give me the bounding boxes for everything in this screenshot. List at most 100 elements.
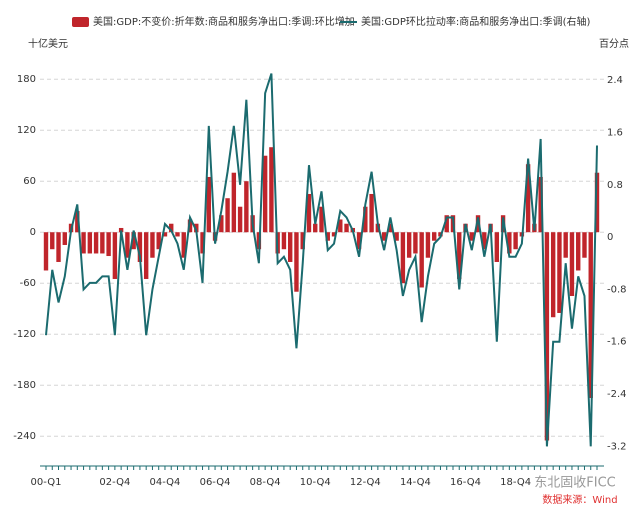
watermark: 东北固收FICC xyxy=(534,476,615,491)
bar xyxy=(118,227,124,233)
bar xyxy=(75,210,80,233)
bar xyxy=(494,232,500,262)
bar xyxy=(112,232,118,279)
bar xyxy=(87,232,93,254)
bar xyxy=(400,232,406,284)
bar xyxy=(594,172,600,233)
y-tick-label: 0 xyxy=(30,227,36,238)
bar xyxy=(325,232,330,241)
bar xyxy=(194,223,199,233)
bar xyxy=(544,232,550,441)
bar xyxy=(444,215,449,233)
bar xyxy=(294,232,299,292)
bar xyxy=(306,193,312,233)
bar xyxy=(81,232,86,254)
source: 数据来源：Wind xyxy=(542,493,617,506)
x-tick-label: 06-Q4 xyxy=(200,477,231,488)
bar xyxy=(425,232,431,258)
bar xyxy=(287,232,293,262)
bar xyxy=(419,232,424,288)
bar xyxy=(156,232,161,250)
bar xyxy=(225,198,230,233)
bar xyxy=(244,181,249,233)
bar xyxy=(50,232,55,250)
x-tick-label: 16-Q4 xyxy=(450,477,481,488)
bar xyxy=(331,232,337,237)
bar xyxy=(200,232,205,254)
line xyxy=(45,73,598,447)
bar xyxy=(369,193,374,233)
bar xyxy=(482,232,487,250)
y-tick-label: 180 xyxy=(17,74,36,85)
bar xyxy=(162,232,168,237)
y-tick-label: 60 xyxy=(23,176,36,187)
bar xyxy=(507,232,512,254)
bar xyxy=(281,232,287,250)
y2-tick-label: -2.4 xyxy=(607,389,627,400)
bar xyxy=(100,232,105,254)
y2-axis-label: 百分点 xyxy=(599,38,629,50)
bar xyxy=(569,232,575,296)
y-tick-label: -180 xyxy=(13,380,36,391)
legend-swatch xyxy=(72,17,89,27)
bar xyxy=(588,232,593,398)
x-tick-label: 12-Q4 xyxy=(350,477,381,488)
bar xyxy=(43,232,49,271)
bar xyxy=(413,232,418,254)
bar xyxy=(313,223,318,233)
x-tick-label: 14-Q4 xyxy=(400,477,431,488)
x-tick-label: 02-Q4 xyxy=(99,477,130,488)
bar xyxy=(457,232,462,279)
legend-label: 美国:GDP:不变价:折年数:商品和服务净出口:季调:环比增加 xyxy=(93,15,355,28)
x-tick-label: 18-Q4 xyxy=(500,477,531,488)
bar xyxy=(125,232,130,258)
bar xyxy=(319,206,324,233)
bar xyxy=(231,172,237,233)
y-axis-label: 十亿美元 xyxy=(28,37,68,50)
bar xyxy=(269,147,274,233)
bar xyxy=(550,232,556,318)
bar xyxy=(432,232,437,241)
bar xyxy=(388,223,393,233)
y2-tick-label: 2.4 xyxy=(607,75,623,86)
x-tick-label: 08-Q4 xyxy=(250,477,281,488)
bar xyxy=(363,206,368,233)
bar xyxy=(106,232,111,257)
bar xyxy=(169,223,174,233)
bar xyxy=(181,232,186,258)
bar xyxy=(563,232,568,258)
bar xyxy=(538,176,543,233)
bar xyxy=(62,232,67,245)
bar xyxy=(381,232,387,241)
y2-tick-label: -1.6 xyxy=(607,337,627,348)
bar xyxy=(219,215,224,233)
bar xyxy=(576,232,581,271)
y2-tick-label: -3.2 xyxy=(607,441,627,452)
bar xyxy=(525,164,531,233)
bar xyxy=(300,232,305,250)
bar xyxy=(262,155,268,233)
x-tick-label: 10-Q4 xyxy=(300,477,331,488)
y-tick-label: -60 xyxy=(20,278,36,289)
legend-label: 美国:GDP环比拉动率:商品和服务净出口:季调(右轴) xyxy=(361,15,590,28)
y2-tick-label: 1.6 xyxy=(607,127,623,138)
bar xyxy=(394,232,399,241)
bar xyxy=(143,232,149,279)
bar xyxy=(513,232,518,250)
bar xyxy=(469,232,474,241)
y-tick-label: -120 xyxy=(13,329,36,340)
y2-tick-label: 0.8 xyxy=(607,180,623,191)
y2-tick-label: 0 xyxy=(607,232,613,243)
x-tick-label: 04-Q4 xyxy=(149,477,180,488)
bar xyxy=(344,223,349,233)
y2-tick-label: -0.8 xyxy=(607,284,627,295)
bar xyxy=(150,232,155,258)
bar xyxy=(406,232,412,258)
bar xyxy=(137,232,143,262)
bar xyxy=(175,232,180,237)
bar xyxy=(237,206,243,233)
bar xyxy=(93,232,99,254)
bar xyxy=(338,219,343,233)
bar xyxy=(582,232,587,258)
